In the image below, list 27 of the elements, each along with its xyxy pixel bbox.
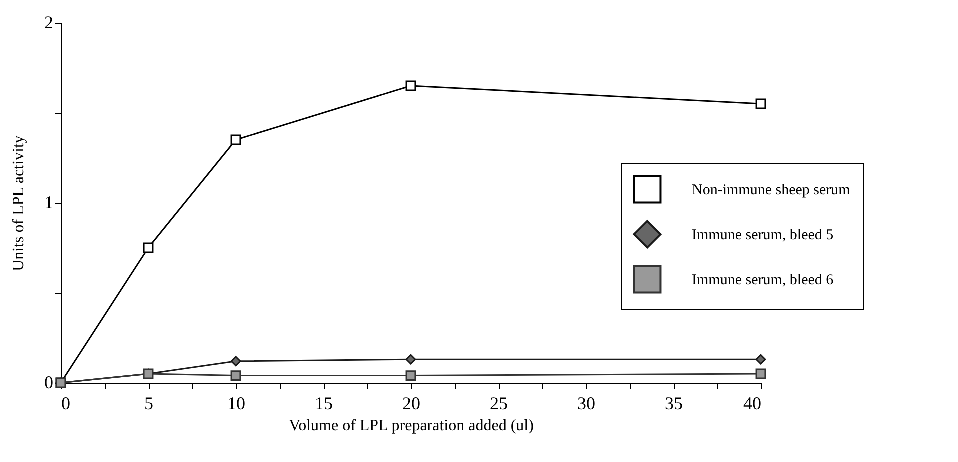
- x-tick-label: 15: [315, 394, 333, 414]
- x-tick-label: 25: [490, 394, 508, 414]
- x-tick-label: 30: [578, 394, 596, 414]
- point: [143, 242, 154, 254]
- point: [230, 356, 242, 367]
- point: [756, 368, 766, 380]
- x-tick-label: 0: [62, 394, 70, 414]
- x-tick-label: 40: [744, 394, 762, 414]
- x-tick-label: 35: [665, 394, 683, 414]
- point: [230, 370, 242, 382]
- x-tick-label: 5: [144, 394, 154, 414]
- y-tick-label: 0: [44, 372, 54, 392]
- point: [406, 80, 416, 92]
- x-axis-title: Volume of LPL preparation added (ul): [289, 418, 534, 434]
- x-tick-label: 10: [228, 394, 246, 414]
- legend-label: Immune serum, bleed 5: [692, 228, 834, 244]
- point: [756, 98, 766, 110]
- point: [406, 370, 416, 382]
- point: [230, 134, 242, 146]
- y-tick-label: 1: [44, 192, 54, 212]
- legend-label: Immune serum, bleed 6: [692, 272, 834, 288]
- y-tick-label: 2: [44, 12, 54, 32]
- x-tick-label: 20: [402, 394, 420, 414]
- y-axis-title: Units of LPL activity: [10, 136, 28, 272]
- point: [406, 354, 416, 365]
- point: [756, 354, 766, 365]
- legend-label: Non-immune sheep serum: [692, 182, 851, 198]
